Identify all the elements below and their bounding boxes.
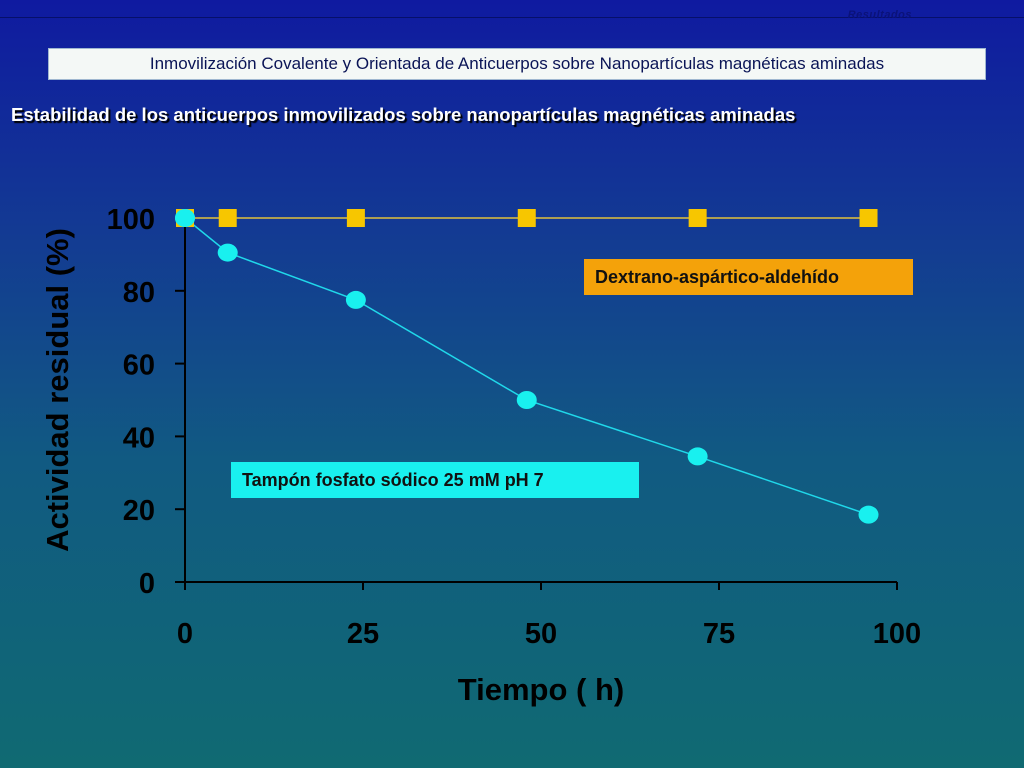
- slide-subtitle: Estabilidad de los anticuerpos inmoviliz…: [11, 104, 796, 125]
- data-point-square: [859, 209, 878, 227]
- data-point-circle: [175, 209, 195, 227]
- x-tick-label: 100: [873, 618, 921, 650]
- y-tick-label: 60: [123, 350, 155, 382]
- top-rule: [0, 17, 1024, 18]
- data-point-circle: [687, 447, 708, 466]
- x-tick-label: 0: [177, 618, 193, 650]
- data-point-square: [218, 209, 237, 227]
- x-tick-label: 25: [347, 618, 379, 650]
- y-tick-label: 40: [123, 422, 155, 454]
- data-point-square: [346, 209, 365, 227]
- data-point-circle: [345, 290, 366, 309]
- legend-tampon: Tampón fosfato sódico 25 mM pH 7: [231, 462, 639, 498]
- slide-banner: Inmovilización Covalente y Orientada de …: [48, 48, 986, 80]
- x-tick-label: 75: [703, 618, 735, 650]
- data-point-circle: [516, 391, 537, 409]
- section-label: Resultados: [847, 9, 912, 21]
- y-tick-label: 80: [123, 277, 155, 309]
- data-point-circle: [217, 243, 238, 262]
- y-tick-label: 20: [123, 495, 155, 527]
- data-point-circle: [858, 505, 879, 524]
- data-point-square: [688, 209, 707, 227]
- x-tick-label: 50: [525, 618, 557, 650]
- x-axis-title: Tiempo ( h): [458, 672, 624, 707]
- y-tick-label: 0: [139, 568, 155, 600]
- legend-dextrano: Dextrano-aspártico-aldehído: [584, 259, 913, 295]
- data-point-square: [517, 209, 536, 227]
- y-tick-label: 100: [107, 204, 155, 236]
- y-axis-title: Actividad residual (%): [40, 228, 75, 552]
